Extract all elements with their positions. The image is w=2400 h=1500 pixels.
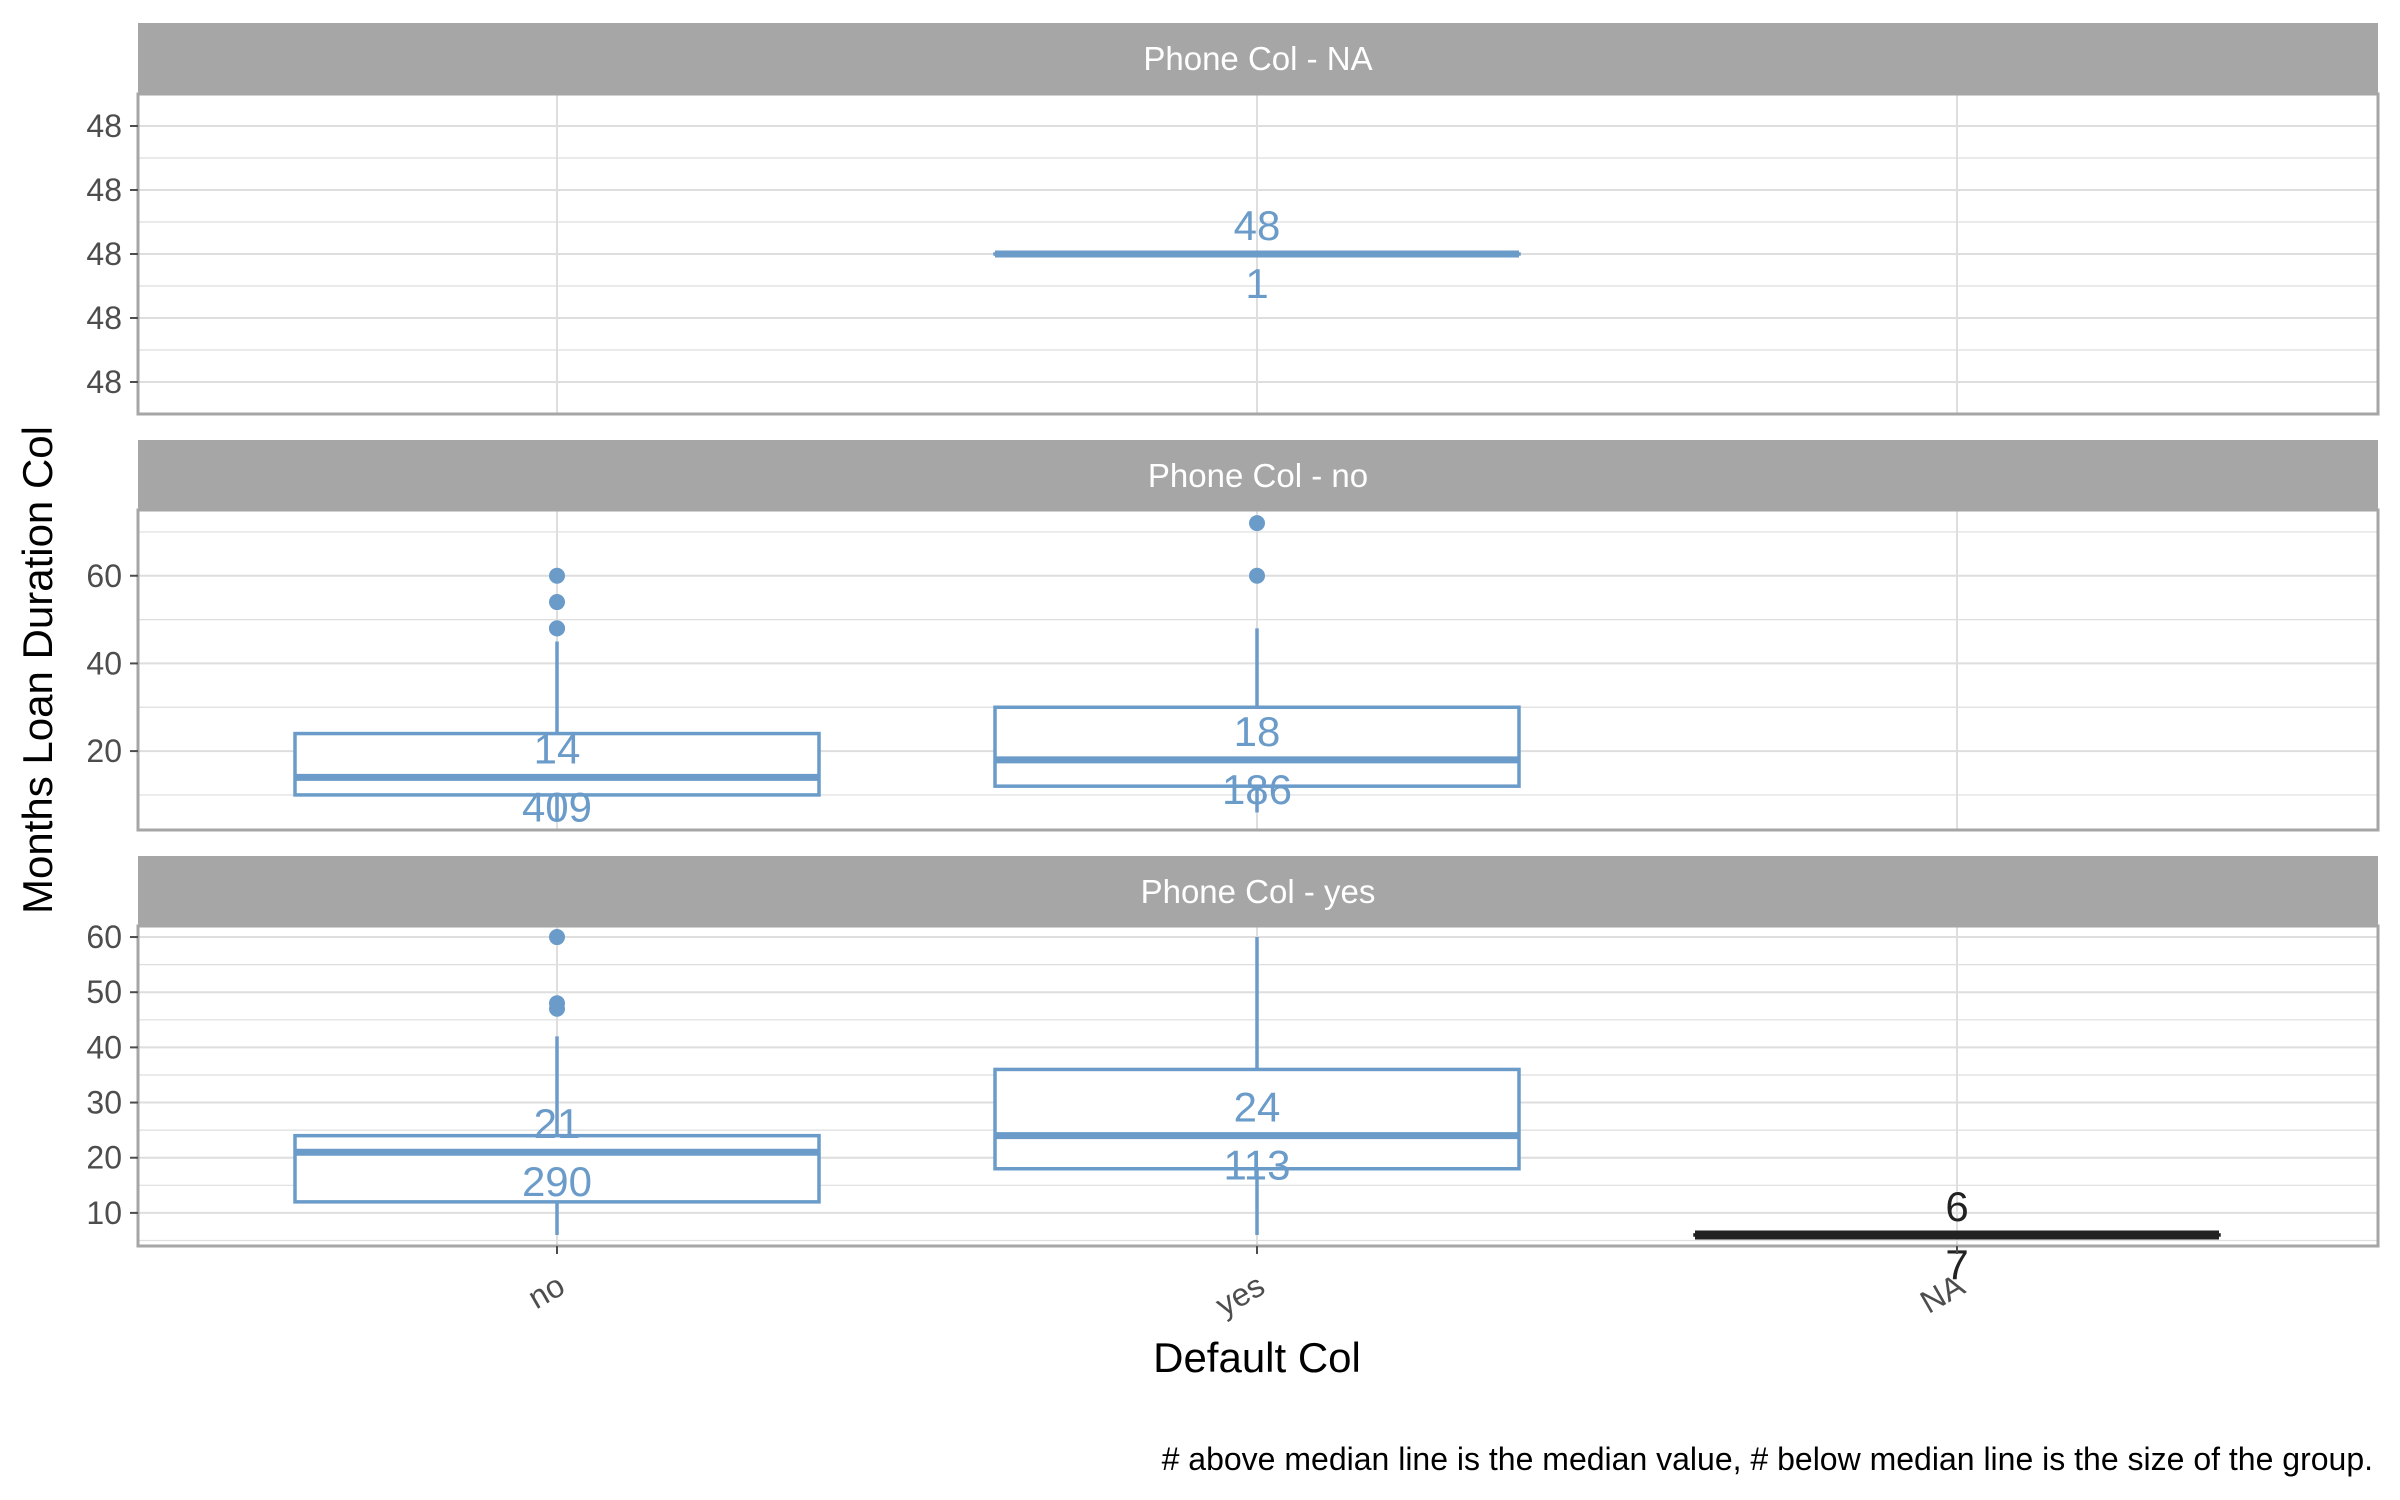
chart-caption: # above median line is the median value,…	[1162, 1441, 2373, 1477]
box-iqr	[293, 1133, 821, 1204]
group-size-label: 7	[1945, 1241, 1968, 1288]
group-size-label: 186	[1222, 766, 1292, 813]
x-tick-label: yes	[1209, 1267, 1270, 1323]
y-tick-label: 30	[86, 1085, 122, 1121]
median-value-label: 48	[1234, 202, 1281, 249]
x-axis-title: Default Col	[1153, 1334, 1361, 1381]
panel-strip	[138, 23, 2378, 94]
group-size-label: 1	[1245, 260, 1268, 307]
y-tick-label: 60	[86, 558, 122, 594]
panel-title: Phone Col - yes	[1141, 873, 1376, 910]
y-axis-title: Months Loan Duration Col	[14, 426, 61, 914]
box-iqr	[993, 705, 1521, 788]
y-tick-label: 50	[86, 974, 122, 1010]
x-tick-label: no	[522, 1267, 571, 1316]
outlier-point	[549, 567, 565, 584]
median-value-label: 24	[1234, 1084, 1281, 1131]
median-value-label: 18	[1234, 708, 1281, 755]
outlier-point	[1249, 567, 1265, 584]
y-tick-label: 48	[86, 300, 122, 336]
y-tick-label: 48	[86, 172, 122, 208]
y-tick-label: 60	[86, 919, 122, 955]
panel-title: Phone Col - NA	[1143, 40, 1372, 77]
y-tick-label: 20	[86, 1140, 122, 1176]
y-tick-label: 20	[86, 733, 122, 769]
y-tick-label: 40	[86, 1029, 122, 1065]
outlier-point	[1249, 515, 1265, 532]
outlier-point	[549, 995, 565, 1012]
group-size-label: 113	[1224, 1142, 1291, 1189]
group-size-label: 409	[522, 783, 592, 830]
y-tick-label: 48	[86, 236, 122, 272]
panel-strip	[138, 440, 2378, 510]
median-value-label: 14	[534, 725, 581, 772]
y-tick-label: 48	[86, 108, 122, 144]
panel-border	[136, 508, 2380, 832]
y-tick-label: 10	[86, 1195, 122, 1231]
median-value-label: 21	[534, 1100, 581, 1147]
y-tick-label: 48	[86, 364, 122, 400]
panel-title: Phone Col - no	[1148, 457, 1368, 494]
panel-strip	[138, 856, 2378, 926]
outlier-point	[549, 620, 565, 637]
box-iqr	[993, 1067, 1521, 1171]
group-size-label: 290	[522, 1158, 592, 1205]
outlier-point	[549, 594, 565, 611]
box-iqr	[293, 731, 821, 797]
y-tick-label: 40	[86, 645, 122, 681]
outlier-point	[549, 929, 565, 946]
median-value-label: 6	[1945, 1183, 1968, 1230]
